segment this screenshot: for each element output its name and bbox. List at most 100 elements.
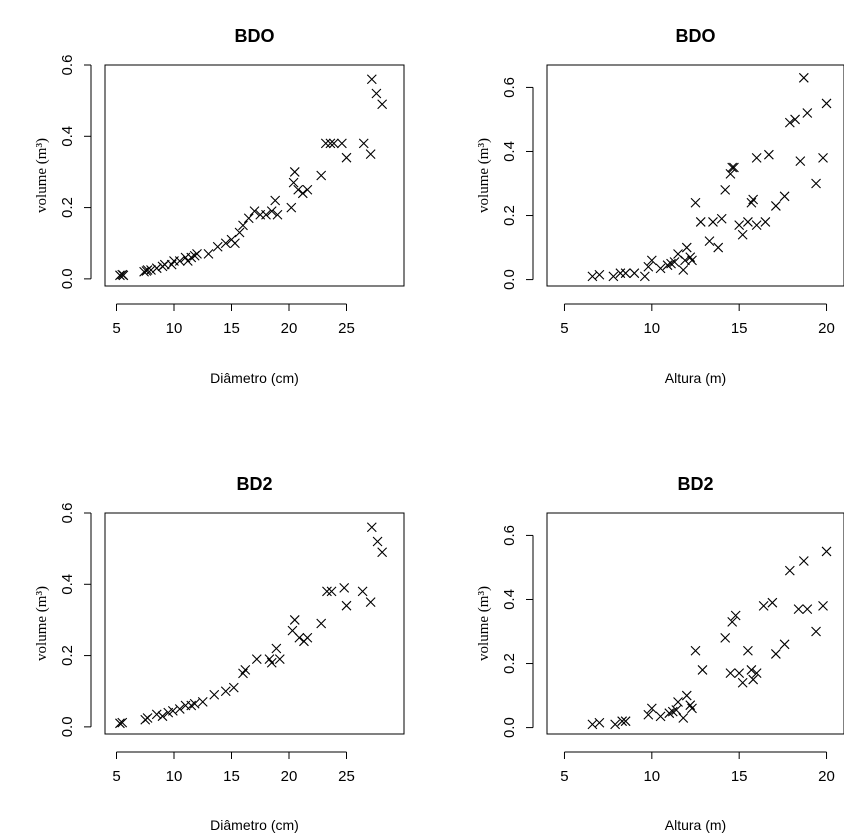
data-point — [646, 255, 657, 266]
y-axis-label: volume (m³) — [34, 138, 50, 213]
x-tick-label: 15 — [223, 768, 240, 785]
data-point — [784, 565, 795, 576]
data-point — [251, 654, 262, 665]
data-point — [798, 72, 809, 83]
y-tick-label: 0.2 — [59, 197, 76, 218]
data-point — [669, 257, 680, 267]
data-point — [690, 197, 701, 208]
x-tick-label: 25 — [338, 768, 355, 785]
data-point — [212, 241, 223, 252]
data-point — [748, 674, 759, 685]
x-tick-label: 20 — [818, 768, 835, 785]
data-point — [302, 632, 313, 643]
data-point — [678, 265, 689, 275]
data-point — [758, 600, 769, 611]
data-point — [751, 668, 762, 679]
x-tick-label: 10 — [643, 320, 660, 337]
data-point — [115, 718, 125, 729]
chart-title: BD2 — [677, 474, 713, 494]
x-tick-label: 10 — [643, 768, 660, 785]
data-point — [763, 149, 774, 160]
data-point — [261, 209, 271, 220]
data-point — [767, 597, 778, 608]
data-point — [727, 162, 738, 173]
data-point — [643, 261, 654, 272]
x-tick-label: 5 — [112, 320, 120, 337]
x-tick-label: 5 — [560, 320, 568, 337]
data-point — [341, 152, 352, 163]
data-point — [646, 703, 657, 714]
data-point — [316, 618, 327, 629]
data-point — [730, 610, 741, 621]
data-point — [793, 604, 804, 614]
data-point — [770, 649, 781, 659]
x-tick-label: 15 — [731, 768, 748, 785]
data-point — [228, 682, 239, 693]
data-point — [365, 597, 376, 608]
data-point — [328, 138, 339, 149]
y-tick-label: 0.4 — [501, 589, 518, 610]
plot-frame — [546, 512, 844, 735]
data-point — [727, 617, 738, 627]
data-point — [174, 256, 185, 266]
data-point — [671, 705, 682, 715]
data-point — [779, 639, 790, 650]
data-point — [288, 177, 299, 188]
data-point — [664, 708, 675, 719]
panel-4: BD2 5 10 15 20 0.0 0.2 0.4 0.6 Altura (m) volume (… — [476, 474, 844, 833]
data-point — [339, 582, 350, 593]
data-point — [811, 626, 821, 637]
data-point — [770, 201, 781, 211]
data-point — [716, 213, 727, 224]
data-point — [240, 664, 251, 675]
data-point — [302, 184, 313, 195]
data-point — [220, 238, 231, 249]
data-point — [802, 604, 813, 614]
data-point — [685, 252, 696, 263]
data-point — [117, 269, 128, 280]
data-point — [587, 271, 598, 282]
data-point — [784, 117, 795, 128]
y-tick-label: 0.6 — [501, 525, 518, 546]
data-point — [760, 217, 771, 227]
chart-title: BDO — [235, 26, 275, 46]
data-point — [271, 643, 282, 654]
x-tick-label: 5 — [560, 768, 568, 785]
x-tick-label: 20 — [281, 320, 298, 337]
data-point — [234, 227, 245, 238]
data-point — [203, 249, 214, 259]
data-point — [720, 633, 731, 643]
data-point — [157, 711, 168, 722]
data-point — [685, 700, 696, 711]
x-axis-label: Diâmetro (cm) — [210, 370, 299, 386]
plot-frame — [546, 64, 844, 287]
data-point — [639, 271, 650, 282]
data-point — [377, 99, 388, 110]
data-point — [320, 138, 331, 149]
data-point — [779, 191, 790, 202]
data-point — [662, 260, 673, 271]
x-axis-label: Altura (m) — [665, 817, 726, 833]
data-point — [608, 271, 619, 282]
data-point — [713, 242, 724, 253]
data-point — [620, 716, 631, 727]
data-point — [729, 162, 739, 173]
data-point — [117, 717, 128, 728]
data-point — [357, 586, 368, 597]
data-point — [821, 546, 832, 557]
data-point — [266, 657, 277, 668]
y-tick-label: 0.2 — [59, 645, 76, 666]
x-tick-label: 20 — [818, 320, 835, 337]
data-point — [655, 263, 666, 274]
data-point — [743, 217, 753, 227]
data-point — [249, 206, 260, 217]
data-point — [610, 719, 621, 730]
plot-frame — [104, 64, 405, 287]
y-tick-label: 0.0 — [59, 716, 76, 737]
data-point — [681, 242, 692, 253]
data-point — [695, 217, 706, 227]
plot-frame — [104, 512, 405, 735]
data-point — [238, 220, 248, 231]
data-point — [372, 536, 383, 547]
data-point — [790, 114, 800, 125]
